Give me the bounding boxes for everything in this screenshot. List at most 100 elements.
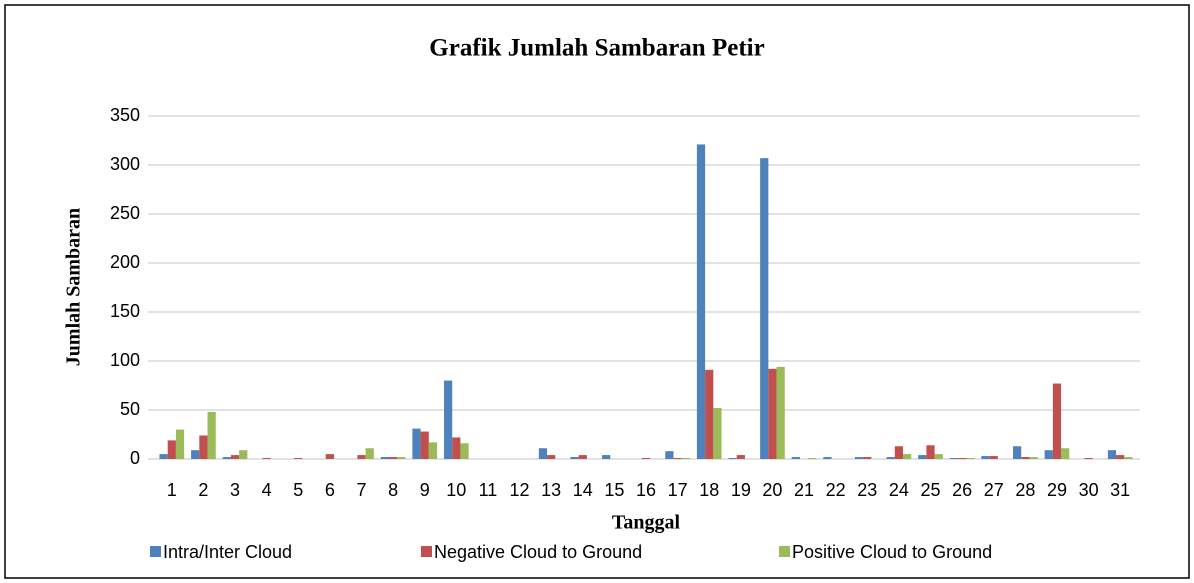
- x-tick-label: 24: [889, 480, 909, 500]
- x-tick-label: 22: [826, 480, 846, 500]
- x-tick-label: 7: [356, 480, 366, 500]
- bar: [713, 408, 722, 459]
- x-tick-label: 31: [1110, 480, 1130, 500]
- bar: [665, 451, 674, 459]
- x-tick-label: 12: [510, 480, 530, 500]
- bar: [966, 458, 975, 459]
- bar: [357, 455, 366, 459]
- bar: [1061, 448, 1070, 459]
- x-tick-label: 14: [573, 480, 593, 500]
- chart-title: Grafik Jumlah Sambaran Petir: [429, 35, 764, 62]
- bar: [578, 455, 587, 459]
- x-tick-label: 29: [1047, 480, 1067, 500]
- bar: [602, 455, 611, 459]
- x-tick-label: 2: [198, 480, 208, 500]
- bar: [428, 442, 438, 459]
- bar: [175, 429, 185, 459]
- x-tick-label: 30: [1079, 480, 1099, 500]
- x-tick-label: 9: [420, 480, 430, 500]
- bar: [325, 454, 334, 459]
- x-tick-label: 13: [541, 480, 561, 500]
- bar: [443, 380, 453, 459]
- bar: [958, 458, 967, 459]
- legend-label: Negative Cloud to Ground: [434, 542, 642, 562]
- bar: [705, 369, 714, 459]
- bar: [547, 455, 556, 459]
- legend-swatch: [150, 546, 161, 557]
- bar: [452, 437, 461, 459]
- x-tick-label: 1: [167, 480, 177, 500]
- bar: [1084, 458, 1093, 459]
- bar: [926, 445, 935, 459]
- x-tick-label: 15: [604, 480, 624, 500]
- bar: [230, 455, 240, 459]
- bar: [1044, 450, 1053, 459]
- bar: [863, 457, 872, 459]
- bar: [199, 435, 208, 459]
- y-tick-label: 200: [110, 252, 140, 272]
- bar: [239, 450, 248, 459]
- bar: [294, 458, 303, 459]
- bar: [760, 158, 769, 459]
- bar: [641, 458, 651, 459]
- bar: [570, 457, 579, 459]
- y-tick-label: 0: [130, 448, 140, 468]
- x-tick-label: 11: [479, 480, 498, 500]
- bar: [949, 458, 959, 459]
- legend-swatch: [779, 546, 790, 557]
- bar: [412, 428, 421, 459]
- y-tick-label: 100: [110, 350, 140, 370]
- bar: [736, 455, 745, 459]
- bar: [420, 431, 429, 459]
- frame: [4, 4, 1190, 579]
- x-tick-label: 19: [731, 480, 751, 500]
- bar: [191, 450, 200, 459]
- x-tick-label: 20: [762, 480, 782, 500]
- y-tick-label: 50: [120, 399, 140, 419]
- x-tick-label: 3: [230, 480, 240, 500]
- x-axis-label: Tanggal: [612, 512, 681, 534]
- x-tick-label: 6: [325, 480, 335, 500]
- bar: [207, 411, 216, 459]
- bar: [1107, 450, 1117, 459]
- bar: [791, 457, 800, 459]
- x-tick-label: 23: [857, 480, 877, 500]
- x-tick-label: 28: [1015, 480, 1035, 500]
- x-tick-label: 21: [794, 480, 814, 500]
- bar: [768, 368, 777, 459]
- bar: [365, 448, 374, 459]
- bar: [1124, 457, 1133, 459]
- x-tick-label: 5: [293, 480, 303, 500]
- bar: [397, 457, 406, 459]
- y-tick-label: 350: [110, 105, 140, 125]
- x-tick-label: 25: [921, 480, 941, 500]
- x-tick-label: 4: [262, 480, 272, 500]
- x-tick-label: 18: [699, 480, 719, 500]
- bar: [776, 366, 785, 459]
- y-tick-label: 150: [110, 301, 140, 321]
- y-axis-label: Jumlah Sambaran: [63, 208, 85, 366]
- bar: [167, 440, 176, 459]
- x-tick-label: 27: [984, 480, 1004, 500]
- legend-swatch: [421, 546, 432, 557]
- bar: [681, 458, 690, 459]
- bar: [1021, 457, 1030, 459]
- bar: [808, 458, 817, 459]
- bar: [903, 454, 912, 459]
- x-tick-label: 17: [668, 480, 688, 500]
- bar: [262, 458, 271, 459]
- x-tick-label: 26: [952, 480, 972, 500]
- bar: [1116, 455, 1125, 459]
- legend-label: Intra/Inter Cloud: [163, 542, 292, 562]
- y-tick-label: 250: [110, 203, 140, 223]
- bar: [989, 456, 998, 459]
- y-tick-label: 300: [110, 154, 140, 174]
- bar: [934, 454, 943, 459]
- x-tick-label: 8: [388, 480, 398, 500]
- bar: [1013, 446, 1022, 459]
- bar: [538, 448, 548, 459]
- bar: [222, 457, 231, 459]
- bar: [918, 455, 927, 459]
- x-tick-label: 10: [446, 480, 466, 500]
